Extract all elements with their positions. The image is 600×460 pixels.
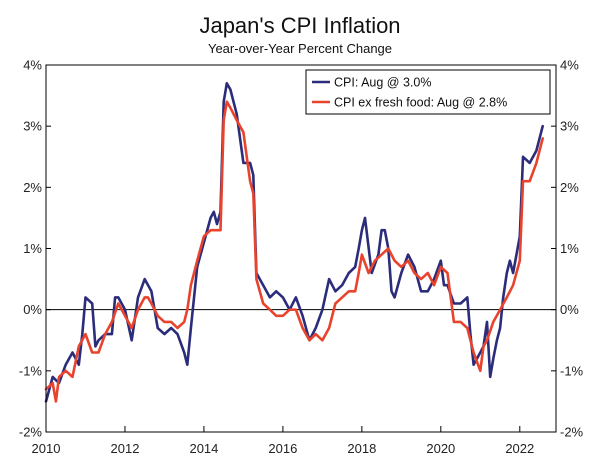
x-tick-label: 2016	[268, 441, 297, 456]
legend: CPI: Aug @ 3.0% CPI ex fresh food: Aug @…	[305, 69, 551, 115]
y-tick-label-left: 2%	[23, 180, 42, 195]
chart-subtitle: Year-over-Year Percent Change	[208, 41, 392, 56]
y-tick-label-left: -1%	[19, 363, 43, 378]
y-tick-label-left: 3%	[23, 119, 42, 134]
y-tick-label-right: 3%	[560, 119, 579, 134]
y-tick-label-left: 1%	[23, 241, 42, 256]
y-tick-label-right: 1%	[560, 241, 579, 256]
legend-label-core: CPI ex fresh food: Aug @ 2.8%	[334, 96, 507, 110]
plot-frame	[45, 64, 557, 433]
x-tick-label: 2012	[111, 441, 140, 456]
y-tick-label-right: 0%	[560, 302, 579, 317]
series-line-cpi-ex-fresh-food	[44, 100, 544, 403]
x-tick-label: 2020	[426, 441, 455, 456]
y-tick-label-right: 4%	[560, 58, 579, 73]
y-tick-label-left: -2%	[19, 425, 43, 440]
series-line-cpi	[44, 82, 544, 403]
tick-layer: -2% -2% -1% -1% 0% 0% 1% 1% 2% 2% 3% 3% 4% 4% 2010 2012…	[19, 58, 584, 457]
x-tick-label: 2014	[189, 441, 218, 456]
x-tick-label: 2010	[32, 441, 61, 456]
y-tick-label-left: 0%	[23, 302, 42, 317]
series-layer	[44, 82, 544, 403]
y-tick-label-right: -2%	[560, 425, 584, 440]
x-tick-label: 2018	[347, 441, 376, 456]
y-tick-label-right: -1%	[560, 363, 584, 378]
legend-label-cpi: CPI: Aug @ 3.0%	[334, 76, 431, 90]
chart-title: Japan's CPI Inflation	[199, 13, 400, 38]
y-tick-label-right: 2%	[560, 180, 579, 195]
x-tick-label: 2022	[505, 441, 534, 456]
legend-box	[305, 69, 551, 115]
y-tick-label-left: 4%	[23, 58, 42, 73]
